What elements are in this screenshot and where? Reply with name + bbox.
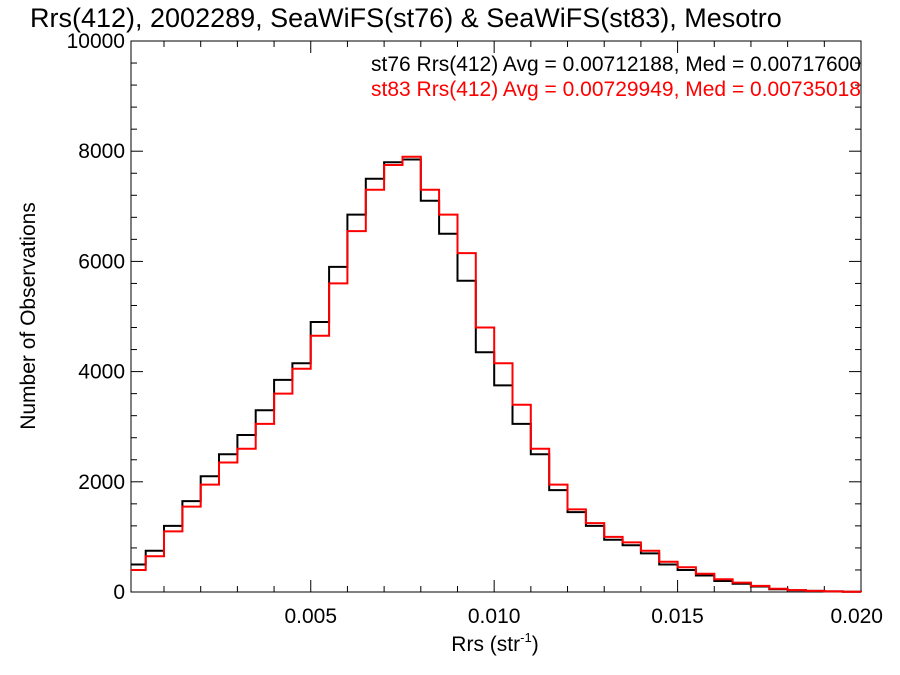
plot-border <box>130 40 862 593</box>
series-st83-annotation: st83 Rrs(412) Avg = 0.00729949, Med = 0.… <box>371 78 861 101</box>
plot-frame <box>130 40 862 593</box>
y-tick-label: 2000 <box>78 471 125 494</box>
x-tick-label: 0.015 <box>651 605 704 628</box>
x-axis-label-superscript: -1 <box>520 630 532 645</box>
x-tick-label: 0.010 <box>468 605 521 628</box>
y-tick-label: 4000 <box>78 361 125 384</box>
y-tick-label: 0 <box>113 581 125 604</box>
x-tick-label: 0.020 <box>830 605 883 628</box>
x-axis-label-main: Rrs (str <box>451 633 520 656</box>
y-tick-label: 10000 <box>67 30 125 53</box>
chart-title: Rrs(412), 2002289, SeaWiFS(st76) & SeaWi… <box>30 3 782 33</box>
y-tick-label: 6000 <box>78 250 125 273</box>
x-axis-ticks: 0.005 0.010 0.015 0.020 <box>163 41 883 628</box>
y-tick-label: 8000 <box>78 140 125 163</box>
series-st83-line <box>131 155 862 593</box>
series-st76-annotation: st76 Rrs(412) Avg = 0.00712188, Med = 0.… <box>371 53 861 76</box>
x-axis-label: Rrs (str-1) <box>451 630 538 656</box>
series-st76-line <box>131 158 862 593</box>
x-axis-label-close: ) <box>532 633 539 656</box>
x-tick-label: 0.005 <box>284 605 337 628</box>
series-layer <box>131 155 862 593</box>
y-axis-label: Number of Observations <box>17 202 40 430</box>
y-axis-ticks: 0 2000 4000 6000 8000 10000 <box>67 30 861 604</box>
